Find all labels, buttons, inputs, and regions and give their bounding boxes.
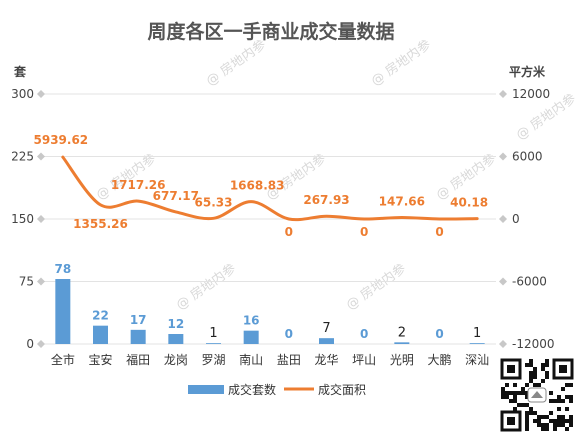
- watermark-text: @ 房地内参: [173, 261, 239, 314]
- right-tick-marker: [499, 340, 507, 348]
- bar-value-label: 16: [243, 314, 260, 328]
- category-label: 大鹏: [427, 353, 451, 367]
- bar-value-label: 0: [285, 327, 293, 341]
- legend-line-label: 成交面积: [318, 382, 366, 397]
- right-tick-label: -6000: [512, 275, 547, 289]
- legend: 成交套数 成交面积: [188, 382, 366, 397]
- line-value-label: 1668.83: [230, 179, 285, 193]
- category-label: 坪山: [352, 353, 376, 367]
- category-label: 罗湖: [201, 352, 225, 367]
- line-value-label: 1717.26: [111, 178, 166, 192]
- line-value-label: 147.66: [379, 194, 425, 208]
- category-label: 南山: [239, 352, 263, 367]
- right-tick-marker: [499, 90, 507, 98]
- bar-value-label: 78: [54, 262, 71, 276]
- left-tick-marker: [37, 152, 45, 161]
- category-label: 盐田: [277, 353, 301, 367]
- bar-value-label: 7: [322, 321, 330, 336]
- line-series: [61, 155, 479, 222]
- line-value-label: 1355.26: [73, 217, 128, 231]
- line-value-label: 0: [360, 225, 368, 239]
- left-tick-label: 150: [11, 212, 34, 226]
- left-tick-marker: [37, 277, 45, 286]
- bar-value-label: 0: [360, 327, 368, 341]
- bar-value-label: 22: [92, 309, 109, 323]
- category-label: 宝安: [88, 352, 112, 367]
- bar-7: [319, 338, 334, 344]
- right-tick-label: 6000: [512, 150, 543, 164]
- line-value-label: 267.93: [303, 193, 349, 207]
- right-axis-unit: 平方米: [509, 64, 546, 79]
- right-tick-label: 0: [512, 212, 520, 226]
- bar-1: [93, 325, 108, 344]
- right-tick-label: 12000: [512, 87, 550, 101]
- right-axis-ticks: 12000 6000 0 -6000 -12000: [499, 87, 555, 351]
- category-label: 龙华: [314, 353, 338, 367]
- bar-0: [55, 279, 71, 344]
- category-label: 全市: [51, 352, 75, 367]
- category-label: 深汕: [465, 353, 489, 367]
- right-tick-marker: [499, 215, 507, 223]
- left-tick-marker: [37, 340, 45, 348]
- bar-11: [469, 343, 485, 344]
- line-value-label: 5939.62: [34, 133, 89, 147]
- chart-title: 周度各区一手商业成交量数据: [147, 20, 394, 43]
- line-path: [61, 155, 479, 222]
- category-label: 龙岗: [164, 353, 188, 367]
- watermark-text: @ 房地内参: [368, 37, 434, 90]
- line-value-label: 0: [285, 225, 293, 239]
- bar-3: [168, 334, 184, 344]
- line-value-label: 0: [435, 225, 443, 239]
- bar-value-label: 17: [130, 313, 147, 327]
- watermark-text: @ 房地内参: [203, 37, 269, 90]
- bar-5: [243, 330, 259, 344]
- bar-value-label: 0: [435, 327, 443, 341]
- bar-9: [394, 342, 410, 344]
- left-axis-ticks: 300 225 150 75 0: [11, 87, 45, 351]
- bar-2: [130, 329, 146, 344]
- legend-bar-label: 成交套数: [228, 382, 276, 397]
- right-tick-marker: [499, 277, 507, 286]
- left-axis-unit: 套: [13, 64, 27, 79]
- legend-bar-swatch: [188, 385, 224, 394]
- watermark-text: @ 房地内参: [93, 151, 159, 204]
- left-tick-marker: [37, 215, 45, 223]
- category-label: 光明: [390, 353, 414, 367]
- bar-series: [55, 279, 485, 344]
- bar-value-label: 12: [167, 317, 184, 331]
- bar-value-label: 2: [398, 325, 406, 340]
- left-tick-label: 300: [11, 87, 34, 101]
- right-tick-label: -12000: [512, 337, 555, 351]
- line-value-label: 40.18: [450, 196, 488, 210]
- category-label: 福田: [126, 352, 150, 367]
- left-tick-label: 75: [19, 275, 34, 289]
- bar-data-labels: 78 22 17 12 1 16 0 7 0 2 0 1: [54, 262, 481, 341]
- watermark-layer: @ 房地内参 @ 房地内参@ 房地内参 @ 房地内参 @ 房地内参@ 房地内参 @ 房地…: [93, 37, 579, 314]
- left-tick-label: 0: [26, 337, 34, 351]
- bar-value-label: 1: [473, 326, 481, 341]
- bar-4: [206, 343, 221, 344]
- left-tick-marker: [37, 90, 45, 98]
- bar-value-label: 1: [209, 326, 217, 341]
- watermark-text: @ 房地内参: [343, 261, 409, 314]
- qr-code-icon: [500, 358, 574, 432]
- left-tick-label: 225: [11, 150, 34, 164]
- line-value-label: 65.33: [195, 195, 233, 209]
- line-value-label: 677.17: [153, 189, 199, 203]
- right-tick-marker: [499, 152, 507, 161]
- category-axis-labels: 全市 宝安 福田 龙岗 罗湖 南山 盐田 龙华 坪山 光明 大鹏 深汕: [51, 352, 489, 367]
